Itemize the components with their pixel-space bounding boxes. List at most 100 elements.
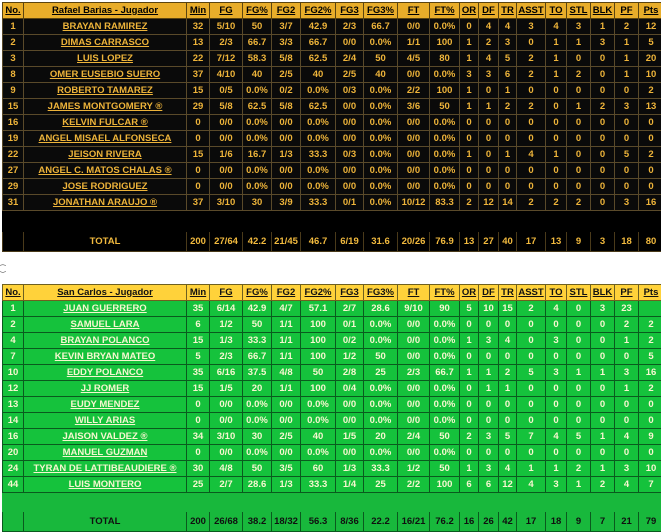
- stat-ft: 0/0: [397, 178, 430, 195]
- stat-min: 32: [186, 18, 210, 35]
- stat-or: 0: [459, 162, 479, 179]
- stat-fg3: 0/1: [335, 194, 364, 211]
- stat-ft-pct: 100: [429, 34, 460, 51]
- total-or: 16: [459, 511, 479, 532]
- stat-ft-pct: 0.0%: [429, 316, 460, 333]
- stat-min: 0: [186, 114, 210, 131]
- player-row: 9 ROBERTO TAMAREZ 15 0/5 0.0% 0/2 0.0% 0/3 0.0% 2…: [2, 82, 661, 99]
- stat-fg: 6/16: [209, 364, 243, 381]
- player-number: 13: [2, 396, 24, 413]
- stat-asst: 0: [516, 412, 546, 429]
- stat-stl: 0: [566, 396, 591, 413]
- stat-fg2: 0/0: [271, 178, 301, 195]
- stat-min: 34: [186, 428, 210, 445]
- total-stl: 9: [566, 231, 591, 252]
- stat-min: 0: [186, 130, 210, 147]
- stat-df: 0: [478, 316, 499, 333]
- stat-ft: 0/0: [397, 396, 430, 413]
- header-fg: FG: [209, 2, 243, 19]
- stat-tr: 2: [498, 364, 517, 381]
- total-asst: 17: [516, 511, 546, 532]
- stat-ft-pct: 0.0%: [429, 66, 460, 83]
- header-min: Min: [186, 284, 210, 301]
- stat-tr: 0: [498, 114, 517, 131]
- stat-ft-pct: 0.0%: [429, 380, 460, 397]
- stat-pf: 1: [614, 380, 639, 397]
- player-name: TYRAN DE LATTIBEAUDIERE ®: [23, 460, 187, 477]
- stat-asst: 0: [516, 444, 546, 461]
- stray-mark: ⁐: [0, 266, 6, 273]
- stat-pf: 1: [614, 50, 639, 67]
- stat-fg2-pct: 50: [300, 364, 336, 381]
- stat-or: 2: [459, 428, 479, 445]
- stat-fg-pct: 66.7: [242, 34, 272, 51]
- player-row: 12 JJ ROMER 15 1/5 20 1/1 100 0/4 0.0% 0/0 0.0% 0 1 1…: [2, 380, 661, 397]
- stat-pf: 4: [614, 476, 639, 493]
- player-row: 31 JONATHAN ARAUJO ® 37 3/10 30 3/9 33.3 0/1 0.0…: [2, 194, 661, 211]
- stat-blk: 1: [590, 18, 615, 35]
- header-pts: Pts: [638, 2, 661, 19]
- stat-tr: 15: [498, 300, 517, 317]
- stat-fg2: 1/3: [271, 476, 301, 493]
- stat-to: 0: [545, 444, 567, 461]
- stat-fg: 0/0: [209, 412, 243, 429]
- stat-ft-pct: 0.0%: [429, 444, 460, 461]
- stat-ft: 4/5: [397, 50, 430, 67]
- stat-ft: 0/0: [397, 162, 430, 179]
- stat-fg2: 1/1: [271, 332, 301, 349]
- stat-fg2: 0/0: [271, 412, 301, 429]
- stat-pf: 3: [614, 194, 639, 211]
- stat-fg3-pct: 0.0%: [363, 194, 398, 211]
- stat-fg2-pct: 33.3: [300, 146, 336, 163]
- stat-fg3: 1/3: [335, 460, 364, 477]
- stat-asst: 0: [516, 34, 546, 51]
- player-number: 3: [2, 50, 24, 67]
- stat-fg: 1/2: [209, 316, 243, 333]
- stat-min: 30: [186, 460, 210, 477]
- stat-df: 1: [478, 380, 499, 397]
- stat-fg2: 0/0: [271, 114, 301, 131]
- stat-fg3-pct: 0.0%: [363, 396, 398, 413]
- player-row: 16 JAISON VALDEZ ® 34 3/10 30 2/5 40 1/5 20 2/4 50…: [2, 428, 661, 445]
- player-row: 4 BRAYAN POLANCO 15 1/3 33.3 1/1 100 0/2 0.0% 0/0…: [2, 332, 661, 349]
- stat-pf: 1: [614, 34, 639, 51]
- total-fg2-pct: 56.3: [300, 511, 336, 532]
- stat-or: 2: [459, 194, 479, 211]
- stat-or: 1: [459, 146, 479, 163]
- stat-ft-pct: 0.0%: [429, 162, 460, 179]
- stat-ft: 0/0: [397, 412, 430, 429]
- stat-fg2-pct: 0.0%: [300, 444, 336, 461]
- stat-fg2-pct: 100: [300, 332, 336, 349]
- player-number: 10: [2, 364, 24, 381]
- stat-fg3: 0/0: [335, 396, 364, 413]
- stat-to: 0: [545, 316, 567, 333]
- total-row: TOTAL 200 27/64 42.2 21/45 46.7 6/19 31.6 20/26 7…: [2, 231, 661, 252]
- stat-stl: 0: [566, 332, 591, 349]
- stat-df: 0: [478, 114, 499, 131]
- stat-fg3-pct: 66.7: [363, 18, 398, 35]
- stat-to: 0: [545, 178, 567, 195]
- stat-fg2-pct: 62.5: [300, 50, 336, 67]
- stat-df: 3: [478, 460, 499, 477]
- stat-to: 3: [545, 476, 567, 493]
- stat-stl: 0: [566, 380, 591, 397]
- header-fg: FG: [209, 284, 243, 301]
- stat-ft: 10/12: [397, 194, 430, 211]
- player-row: 20 MANUEL GUZMAN 0 0/0 0.0% 0/0 0.0% 0/0 0.0% 0/0…: [2, 444, 661, 461]
- total-label: TOTAL: [23, 231, 187, 252]
- stat-stl: 1: [566, 364, 591, 381]
- stat-tr: 6: [498, 66, 517, 83]
- stat-fg: 3/10: [209, 194, 243, 211]
- stat-fg-pct: 62.5: [242, 98, 272, 115]
- stat-df: 0: [478, 348, 499, 365]
- stat-tr: 0: [498, 162, 517, 179]
- stat-df: 12: [478, 194, 499, 211]
- stat-df: 0: [478, 130, 499, 147]
- total-tr: 42: [498, 511, 517, 532]
- stat-ft-pct: 0.0%: [429, 130, 460, 147]
- stat-asst: 2: [516, 194, 546, 211]
- header-ft: FT: [397, 2, 430, 19]
- header-stl: STL: [566, 284, 591, 301]
- stat-fg: 2/7: [209, 476, 243, 493]
- total-ft: 16/21: [397, 511, 430, 532]
